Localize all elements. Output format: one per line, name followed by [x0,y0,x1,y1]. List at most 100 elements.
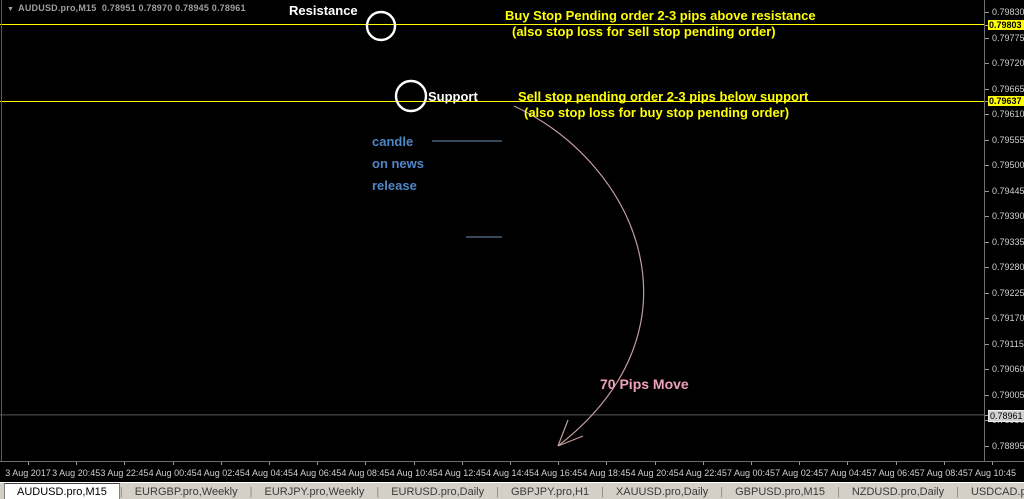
price-axis-label: 0.79555 [992,135,1024,145]
candlestick-chart [0,10,984,447]
time-tick [413,462,415,465]
chart-title-symbol: AUDUSD.pro,M15 [18,3,97,13]
resistance-label: Resistance [289,3,358,18]
price-tick [985,395,989,396]
time-axis-label: 4 Aug 22:45 [678,468,727,478]
time-axis-label: 4 Aug 10:45 [389,468,438,478]
tab-separator: | [119,485,123,498]
price-axis-label: 0.79830 [992,7,1024,17]
time-tick [28,462,29,465]
price-axis-label: 0.79610 [992,109,1024,119]
sell-stop-note-line1: Sell stop pending order 2-3 pips below s… [518,89,809,104]
time-tick [317,462,319,465]
window-left-border [1,0,2,461]
chart-tab-xauusd[interactable]: XAUUSD.pro,Daily [615,485,709,498]
time-axis-label: 7 Aug 00:45 [726,468,776,478]
time-axis[interactable]: 3 Aug 2017 3 Aug 20:45 3 Aug 22:45 4 Aug 00… [0,461,1024,483]
chart-tab-gbpjpy[interactable]: GBPJPY.pro,H1 [511,485,590,498]
time-axis-label: 4 Aug 12:45 [437,468,486,478]
price-tick [985,191,989,192]
price-axis-label: 0.79720 [992,58,1024,68]
price-tick [985,216,989,217]
price-tick [985,12,989,13]
time-axis-label: 4 Aug 08:45 [341,468,390,478]
time-tick [895,462,897,465]
price-tick [985,369,989,370]
tab-separator: | [249,485,253,498]
time-tick [847,462,849,465]
chart-tab-audusd[interactable]: AUDUSD.pro,M15 [4,483,120,499]
price-tick [985,267,989,268]
price-tick [985,89,989,90]
time-axis-label: 4 Aug 20:45 [630,468,679,478]
price-axis[interactable]: 0.79830 0.79775 0.79720 0.79665 0.79610 0.795… [984,0,1024,461]
time-tick [76,462,78,465]
price-tick [985,415,989,416]
time-axis-label: 7 Aug 02:45 [775,468,824,478]
price-axis-label: 0.79500 [992,160,1024,170]
sell-stop-note-line2: (also stop loss for buy stop pending ord… [524,105,790,120]
price-axis-label: 0.79775 [992,33,1024,43]
price-axis-label: 0.79280 [992,262,1024,272]
pips-move-arrowhead [557,419,569,447]
pips-move-arrow-curve [513,105,645,447]
time-axis-label: 4 Aug 04:45 [244,468,294,478]
tab-separator: | [376,485,380,498]
chart-tab-eurgbp[interactable]: EURGBP.pro,Weekly [134,485,238,498]
chart-tab-gbpusd[interactable]: GBPUSD.pro,M15 [735,485,825,498]
price-tick [985,38,989,39]
price-tick [985,344,989,345]
time-tick [799,462,801,465]
price-axis-label: 0.79060 [992,364,1024,374]
time-tick [606,462,608,465]
price-axis-label: 0.79335 [992,237,1024,247]
chart-plot-area[interactable] [0,0,984,461]
time-tick [124,462,126,465]
time-axis-label: 3 Aug 2017 [5,468,51,478]
price-axis-label: 0.78895 [992,441,1024,451]
time-axis-label: 3 Aug 20:45 [52,468,101,478]
time-axis-label: 7 Aug 06:45 [871,468,920,478]
time-tick [558,462,560,465]
support-price-label: 0.79637 [988,96,1024,106]
time-axis-label: 4 Aug 16:45 [534,468,583,478]
pips-move-arrowhead [557,435,584,447]
symbol-dropdown-icon[interactable]: ▼ [7,6,15,13]
price-axis-label: 0.79390 [992,211,1024,221]
time-axis-label: 7 Aug 10:45 [967,468,1017,478]
time-tick [220,462,222,465]
tab-separator: | [601,485,604,498]
price-tick [985,165,989,166]
tab-separator: | [720,485,724,498]
price-tick [985,420,989,421]
chart-title: ▼ AUDUSD.pro,M15 0.78951 0.78970 0.78945 … [7,3,246,13]
chart-title-quotes: 0.78951 0.78970 0.78945 0.78961 [101,3,246,13]
chart-tab-nzdusd[interactable]: NZDUSD.pro,Daily [851,485,945,498]
time-tick [269,462,270,465]
time-tick [172,462,174,465]
price-axis-label: 0.79115 [992,339,1024,349]
tab-separator: | [496,485,499,498]
time-tick [751,462,752,465]
tab-separator: | [956,485,959,498]
chart-tab-bar: AUDUSD.pro,M15 | EURGBP.pro,Weekly | EURJPY.… [0,482,1024,499]
price-axis-label: 0.79225 [992,288,1024,298]
time-tick [992,462,993,465]
buy-stop-note-line1: Buy Stop Pending order 2-3 pips above re… [505,8,816,23]
price-axis-label: 0.79665 [992,84,1024,94]
price-tick [985,446,989,447]
price-axis-label: 0.79445 [992,186,1024,196]
current-price-label: 0.78961 [988,410,1024,422]
news-candle-note: candle on news release [372,134,425,193]
chart-tab-usdcad[interactable]: USDCAD.pro,Weekly [970,485,1024,498]
chart-tab-eurjpy[interactable]: EURJPY.pro,Weekly [264,485,365,498]
chart-tab-eurusd[interactable]: EURUSD.pro,Daily [391,485,485,498]
time-tick [510,462,511,465]
price-tick [985,101,989,102]
time-tick [702,462,704,465]
time-tick [365,462,367,465]
support-label: Support [428,89,478,104]
time-axis-label: 7 Aug 08:45 [919,468,968,478]
price-tick [985,114,989,115]
